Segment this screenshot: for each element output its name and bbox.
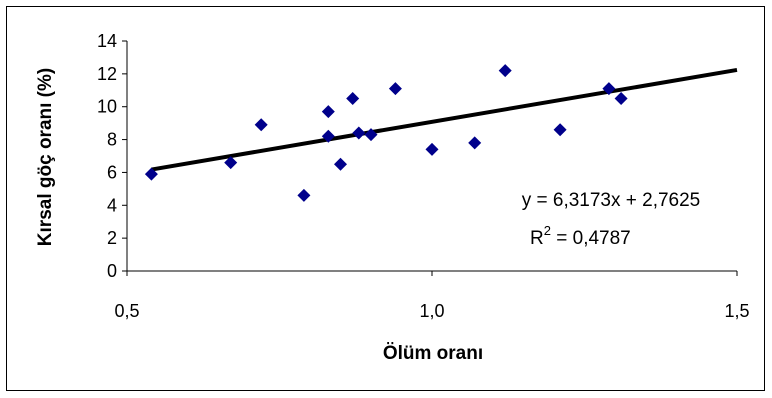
axes	[126, 41, 737, 272]
x-tick-label: 0,5	[114, 301, 139, 321]
y-tick-label: 10	[97, 97, 117, 117]
y-axis-title: Kırsal göç oranı (%)	[35, 68, 56, 246]
data-point	[346, 92, 360, 105]
trendline	[151, 67, 738, 172]
data-point	[321, 105, 335, 119]
data-point	[553, 123, 567, 137]
data-point	[144, 167, 158, 181]
data-point	[321, 129, 335, 143]
data-point	[224, 156, 238, 170]
x-tick-label: 1,5	[724, 301, 749, 321]
data-point	[334, 157, 347, 171]
y-tick-label: 6	[107, 162, 117, 182]
data-point	[297, 188, 311, 202]
chart-frame	[6, 6, 765, 391]
x-tick-label: 1,0	[419, 301, 444, 321]
x-ticks: 0,5 1,0 1,5	[114, 271, 750, 321]
data-point	[254, 118, 268, 132]
y-tick-label: 14	[97, 31, 117, 51]
y-tick-label: 8	[107, 130, 117, 150]
data-point	[468, 136, 482, 150]
r-squared-superscript: 2	[544, 223, 551, 238]
r-squared-prefix: R	[530, 228, 544, 249]
y-tick-label: 2	[107, 228, 117, 248]
y-tick-label: 4	[107, 195, 117, 215]
x-axis-title: Ölüm oranı	[383, 343, 483, 364]
y-tick-label: 12	[97, 64, 117, 84]
data-point	[425, 142, 439, 156]
trendline-equation: y = 6,3173x + 2,7625	[522, 190, 701, 211]
r-squared-label: R2 = 0,4787	[530, 223, 631, 249]
data-point	[364, 128, 378, 142]
data-points	[144, 64, 628, 202]
data-point	[498, 64, 512, 78]
data-point	[614, 92, 628, 105]
data-point	[352, 126, 366, 140]
data-point	[388, 82, 402, 96]
r-squared-value: = 0,4787	[551, 228, 631, 249]
y-ticks: 0 2 4 6 8 10 12 14	[97, 31, 127, 281]
data-point	[602, 82, 616, 96]
y-tick-label: 0	[107, 261, 117, 281]
